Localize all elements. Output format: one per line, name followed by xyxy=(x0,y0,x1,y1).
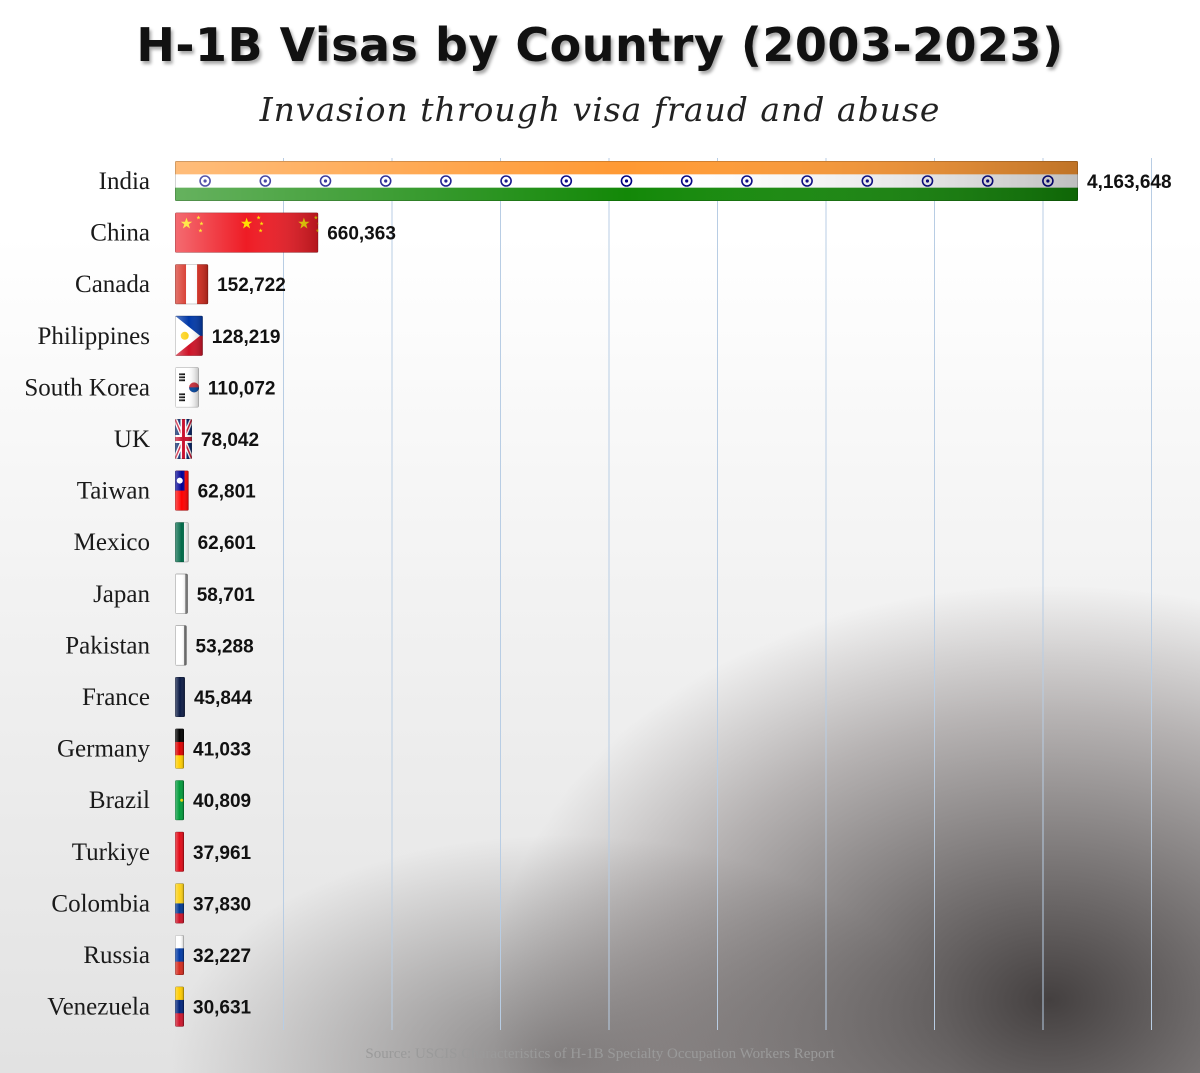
value-label-south-korea: 110,072 xyxy=(208,378,276,399)
category-label-france: France xyxy=(82,684,150,711)
bar-colombia xyxy=(175,883,184,924)
category-label-brazil: Brazil xyxy=(89,787,150,814)
value-label-venezuela: 30,631 xyxy=(193,998,252,1019)
value-label-uk: 78,042 xyxy=(201,430,259,451)
value-label-china: 660,363 xyxy=(327,224,396,245)
category-label-japan: Japan xyxy=(93,581,150,608)
value-label-colombia: 37,830 xyxy=(193,894,251,915)
bar-south-korea xyxy=(175,367,199,408)
category-label-pakistan: Pakistan xyxy=(65,632,150,659)
bar-india xyxy=(175,161,1078,201)
gridlines xyxy=(283,158,1152,1030)
value-label-japan: 58,701 xyxy=(197,585,256,606)
value-label-mexico: 62,601 xyxy=(198,533,257,554)
category-label-taiwan: Taiwan xyxy=(77,478,151,505)
chart-subtitle: Invasion through visa fraud and abuse xyxy=(259,90,941,129)
bar-canada xyxy=(175,264,209,305)
source-note: Source: USCIS Characteristics of H-1B Sp… xyxy=(365,1046,835,1062)
bar-turkiye xyxy=(175,831,184,872)
bar-uk xyxy=(175,419,192,459)
bar-taiwan xyxy=(175,470,189,511)
category-label-philippines: Philippines xyxy=(37,323,150,350)
value-label-canada: 152,722 xyxy=(217,275,286,296)
category-label-uk: UK xyxy=(114,426,150,453)
category-label-canada: Canada xyxy=(75,271,150,298)
category-label-colombia: Colombia xyxy=(51,890,150,917)
value-label-taiwan: 62,801 xyxy=(198,482,257,503)
bar-japan xyxy=(175,573,188,614)
bar-pakistan xyxy=(175,625,187,666)
bar-venezuela xyxy=(175,986,184,1027)
bar-philippines xyxy=(175,315,203,356)
category-label-germany: Germany xyxy=(57,736,151,763)
value-label-brazil: 40,809 xyxy=(193,791,251,812)
value-label-philippines: 128,219 xyxy=(212,327,281,348)
value-label-turkiye: 37,961 xyxy=(193,843,252,864)
value-label-india: 4,163,648 xyxy=(1087,172,1172,193)
chart-title: H-1B Visas by Country (2003-2023) xyxy=(136,18,1064,72)
bar-mexico xyxy=(175,522,189,563)
category-label-russia: Russia xyxy=(83,942,150,969)
bar-brazil xyxy=(175,780,184,821)
category-label-venezuela: Venezuela xyxy=(47,994,150,1021)
value-label-russia: 32,227 xyxy=(193,946,251,967)
value-label-germany: 41,033 xyxy=(193,740,251,761)
category-label-china: China xyxy=(90,220,150,247)
category-label-south-korea: South Korea xyxy=(24,374,150,401)
category-label-turkiye: Turkiye xyxy=(72,839,150,866)
value-label-pakistan: 53,288 xyxy=(196,636,254,657)
bar-china xyxy=(175,212,319,253)
category-label-india: India xyxy=(99,168,150,195)
value-label-france: 45,844 xyxy=(194,688,253,709)
bar-germany xyxy=(175,728,184,769)
category-label-mexico: Mexico xyxy=(74,529,150,556)
bar-russia xyxy=(175,935,184,975)
bar-france xyxy=(175,677,185,717)
